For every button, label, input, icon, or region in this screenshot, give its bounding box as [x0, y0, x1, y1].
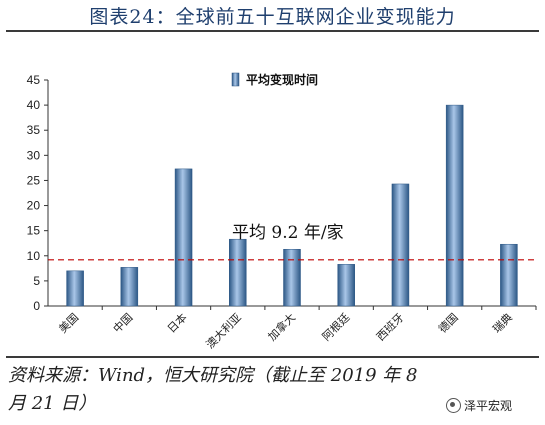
source-divider: [6, 356, 539, 358]
title-divider: [6, 30, 539, 32]
legend-label: 平均变现时间: [246, 72, 318, 87]
y-tick-label: 45: [27, 73, 41, 87]
bar-2: [174, 168, 193, 307]
y-tick-label: 10: [27, 249, 41, 263]
bar-chart: 0 5 10 15 20 25 30 35 40 45 美国 中国 日本 澳大利亚 加拿大 阿根廷 西班牙 德国 瑞…: [27, 72, 537, 351]
y-tick-label: 30: [27, 148, 41, 162]
x-tick-label: 阿根廷: [319, 310, 352, 343]
y-tick-label: 35: [27, 123, 41, 137]
chart-bars: [66, 104, 518, 307]
legend-swatch: [231, 72, 240, 87]
x-tick-label: 加拿大: [265, 310, 298, 343]
y-tick-label: 40: [27, 98, 41, 112]
source-note: 资料来源：Wind，恒大研究院（截止至 2019 年 8 月 21 日）: [8, 365, 418, 414]
y-tick-label: 5: [33, 274, 40, 288]
x-tick-label: 德国: [435, 310, 460, 335]
bar-1: [120, 267, 139, 307]
average-line-label: 平均 9.2 年/家: [232, 223, 344, 243]
bar-0: [66, 270, 84, 307]
x-tick-label: 美国: [56, 311, 81, 336]
x-tick-label: 瑞典: [490, 310, 515, 335]
bar-4: [283, 248, 301, 307]
average-line-group: 平均 9.2 年/家: [48, 223, 536, 261]
y-tick-label: 0: [33, 299, 40, 313]
x-tick-label: 西班牙: [374, 311, 407, 344]
bar-5: [337, 264, 355, 307]
bar-8: [500, 243, 518, 307]
watermark: 泽平宏观: [446, 397, 512, 414]
bar-6: [391, 183, 410, 307]
watermark-label: 泽平宏观: [464, 399, 513, 413]
y-tick-label: 15: [27, 224, 41, 238]
bar-7: [445, 104, 464, 307]
y-tick-label: 20: [27, 199, 41, 213]
wechat-icon: [446, 398, 461, 413]
chart-legend: 平均变现时间: [231, 72, 318, 87]
y-tick-label: 25: [27, 173, 41, 187]
page-title: 图表24：全球前五十互联网企业变现能力: [89, 6, 456, 28]
x-tick-label: 日本: [164, 310, 189, 335]
x-tick-label: 澳大利亚: [203, 310, 244, 351]
bar-3: [229, 238, 247, 307]
x-tick-label: 中国: [111, 311, 136, 336]
